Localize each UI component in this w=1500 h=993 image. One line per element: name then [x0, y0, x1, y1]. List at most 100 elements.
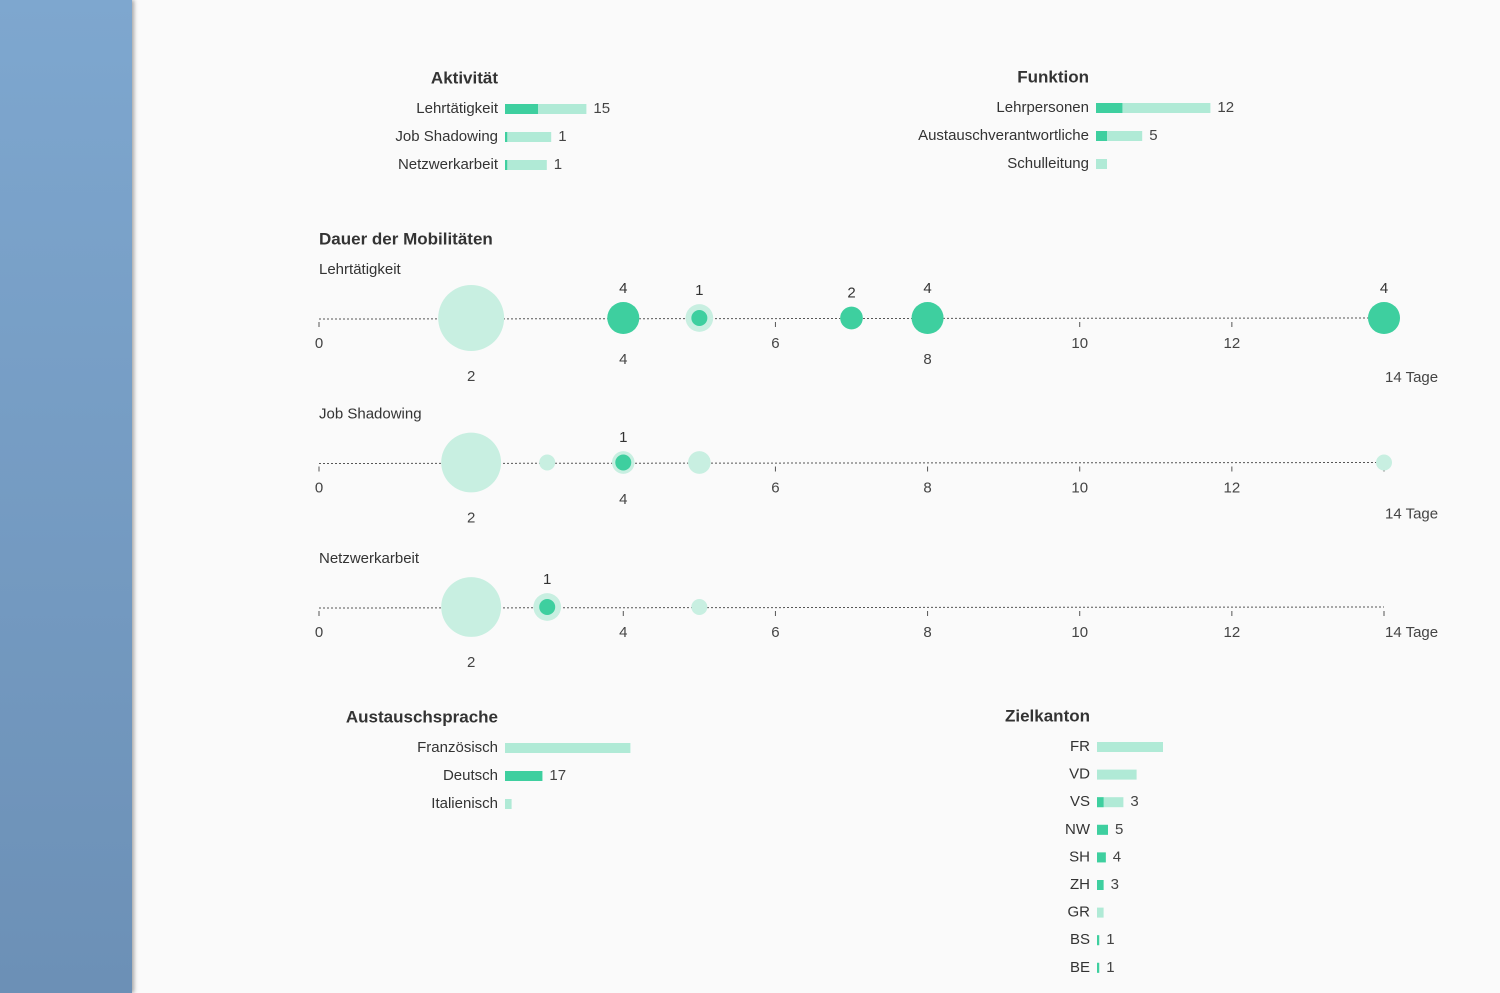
bubble-total: [438, 285, 505, 351]
bubble-selected: [691, 310, 708, 326]
x-tick-label: 4: [619, 491, 627, 508]
category-label: NW: [1065, 821, 1091, 838]
value-label: 5: [1149, 127, 1157, 144]
bubble-total: [441, 432, 502, 493]
bubble-total: [441, 577, 502, 637]
bar: [505, 132, 508, 142]
x-tick-label: 12: [1224, 479, 1241, 496]
bubble-label: 4: [619, 280, 627, 297]
x-tick-label: 4: [619, 351, 627, 368]
chart-title: Funktion: [1017, 67, 1089, 86]
bar: [1096, 103, 1123, 113]
x-tick-label: 6: [771, 335, 779, 352]
value-label: 1: [554, 156, 562, 173]
x-tick-label: 14 Tage: [1385, 505, 1438, 522]
panel-title: Lehrtätigkeit: [319, 261, 402, 278]
x-tick-label: 2: [467, 368, 475, 385]
bubble-total: [1376, 454, 1392, 471]
sidebar: [0, 0, 132, 993]
chart-title: Dauer der Mobilitäten: [319, 229, 493, 248]
bubble-selected: [840, 306, 863, 330]
bar: [1097, 797, 1104, 808]
x-tick-label: 0: [315, 624, 323, 641]
category-label: Job Shadowing: [395, 128, 498, 145]
chart-title: Zielkanton: [1005, 706, 1090, 725]
category-label: SH: [1069, 848, 1090, 865]
value-label: 17: [549, 767, 566, 784]
x-tick-label: 14 Tage: [1385, 369, 1438, 386]
value-label: 4: [1113, 848, 1121, 865]
value-label: 3: [1130, 793, 1138, 810]
bar: [505, 104, 538, 114]
bubble-selected: [607, 302, 640, 334]
bar: [1096, 131, 1143, 141]
bar: [505, 160, 508, 170]
category-label: BS: [1070, 931, 1090, 948]
x-tick-label: 12: [1224, 624, 1241, 641]
category-label: Lehrpersonen: [996, 99, 1089, 116]
x-tick-label: 8: [923, 479, 931, 496]
category-label: Französisch: [417, 739, 498, 756]
bubble-total: [688, 451, 711, 474]
value-label: 1: [1106, 931, 1114, 948]
x-tick-label: 6: [771, 624, 779, 641]
bubble-label: 1: [543, 571, 551, 588]
bar: [1096, 103, 1211, 113]
bar: [1097, 742, 1163, 752]
category-label: ZH: [1070, 876, 1090, 893]
category-label: Schulleitung: [1007, 155, 1089, 172]
bubble-label: 1: [695, 282, 703, 299]
x-tick-label: 14 Tage: [1385, 624, 1438, 641]
bubble-selected: [539, 599, 556, 615]
value-label: 5: [1115, 821, 1123, 838]
bar: [1097, 797, 1124, 808]
x-tick-label: 8: [923, 624, 931, 641]
bubble-total: [539, 454, 556, 471]
x-tick-label: 6: [771, 479, 779, 496]
bubble-label: 4: [1380, 280, 1388, 297]
category-label: Lehrtätigkeit: [416, 100, 499, 117]
value-label: 1: [558, 128, 566, 145]
category-label: Netzwerkarbeit: [398, 156, 499, 173]
bar: [1097, 935, 1100, 946]
x-tick-label: 8: [923, 351, 931, 368]
bubble-selected: [911, 302, 944, 334]
category-label: Austauschverantwortliche: [918, 127, 1089, 144]
value-label: 3: [1111, 876, 1119, 893]
x-tick-label: 0: [315, 479, 323, 496]
panel-title: Job Shadowing: [319, 405, 422, 422]
bar: [1096, 131, 1107, 141]
x-tick-label: 2: [467, 509, 475, 526]
category-label: Italienisch: [431, 795, 498, 812]
category-label: Deutsch: [443, 767, 498, 784]
bar: [1097, 852, 1106, 863]
bar: [1097, 880, 1104, 890]
bar: [505, 799, 512, 809]
value-label: 1: [1106, 959, 1114, 976]
bubble-label: 4: [923, 280, 931, 297]
category-label: BE: [1070, 959, 1090, 976]
category-label: VD: [1069, 766, 1090, 783]
bubble-total: [691, 599, 708, 615]
bar: [1097, 907, 1104, 918]
x-tick-label: 10: [1071, 479, 1088, 496]
bar: [505, 104, 587, 114]
x-tick-label: 2: [467, 654, 475, 671]
bar: [505, 132, 552, 142]
bar: [1096, 159, 1107, 169]
chart-title: Austauschsprache: [346, 707, 498, 726]
category-label: VS: [1070, 793, 1090, 810]
bubble-selected: [615, 454, 632, 471]
category-label: GR: [1068, 904, 1091, 921]
bar: [1097, 824, 1108, 835]
x-tick-label: 4: [619, 624, 627, 641]
x-tick-label: 10: [1071, 335, 1088, 352]
value-label: 12: [1217, 99, 1234, 116]
value-label: 15: [593, 100, 610, 117]
x-tick-label: 10: [1071, 624, 1088, 641]
bubble-label: 1: [619, 429, 627, 446]
bar: [1097, 962, 1100, 973]
chart-title: Aktivität: [431, 68, 498, 87]
